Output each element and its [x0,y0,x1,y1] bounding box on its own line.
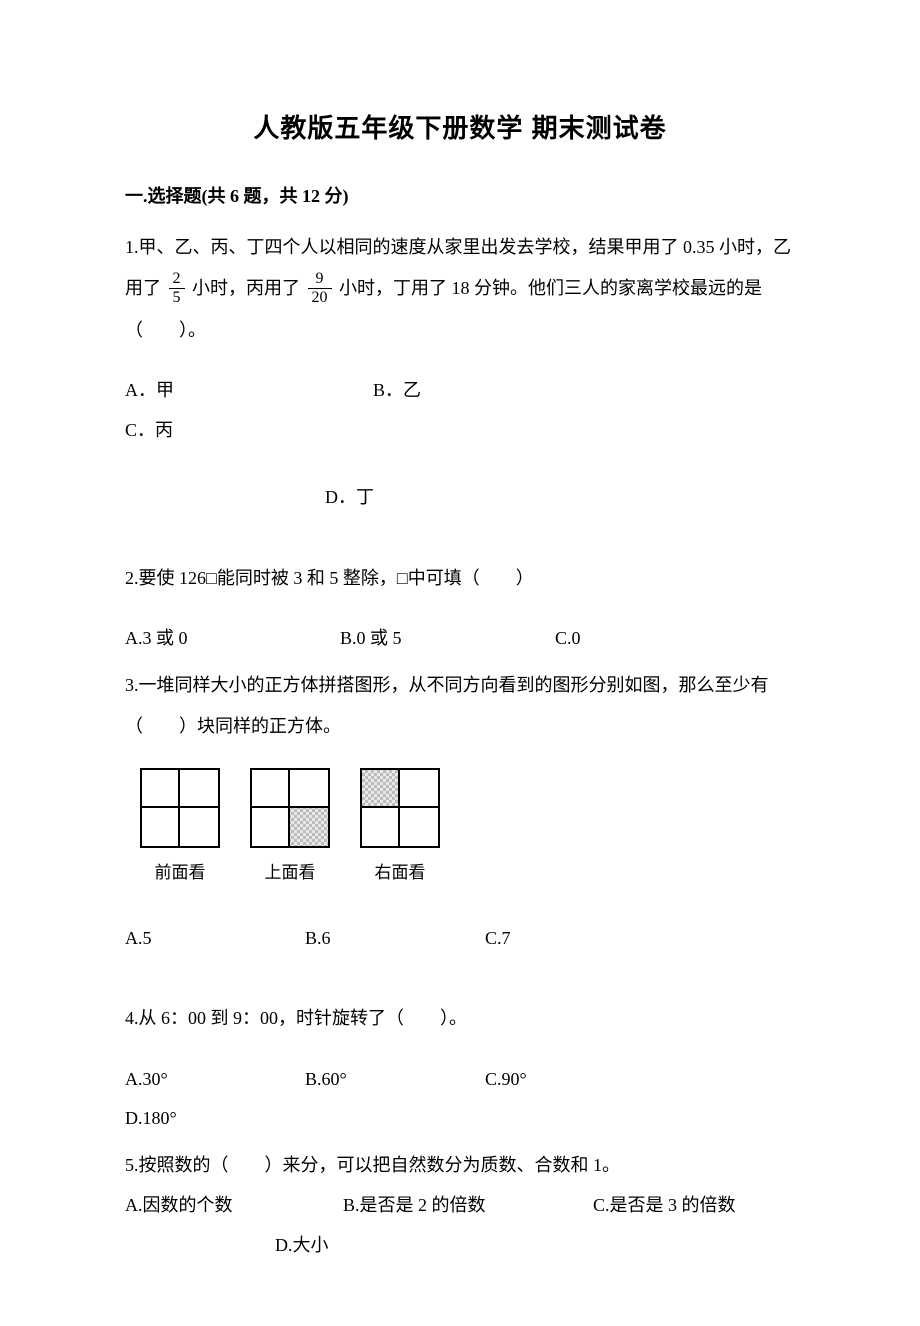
frac-den: 20 [308,288,332,307]
question-3-body: 3.一堆同样大小的正方体拼搭图形，从不同方向看到的图形分别如图，那么至少有（ ）… [125,665,795,748]
option-c: C.是否是 3 的倍数 [593,1186,793,1226]
q4-options: A.30° B.60° C.90° D.180° [125,1060,795,1139]
fraction-9-20: 9 20 [308,270,332,306]
top-label: 上面看 [250,854,330,891]
front-label: 前面看 [140,854,220,891]
cell [140,806,180,848]
q1-options-row1: A．甲 B．乙 C．丙 [125,371,795,450]
cell [250,806,290,848]
doc-title: 人教版五年级下册数学 期末测试卷 [125,100,795,157]
cell [178,768,220,808]
option-b: B.是否是 2 的倍数 [343,1186,593,1226]
front-grid [140,768,220,848]
frac-den: 5 [169,288,185,307]
option-c: C.7 [485,919,665,959]
view-top: 上面看 [250,768,330,891]
option-d: D．丁 [325,478,795,518]
q5-options: A.因数的个数 B.是否是 2 的倍数 C.是否是 3 的倍数 D.大小 [125,1186,795,1265]
question-4: 4.从 6：00 到 9：00，时针旋转了（ ）。 A.30° B.60° C.… [125,998,795,1139]
question-3: 3.一堆同样大小的正方体拼搭图形，从不同方向看到的图形分别如图，那么至少有（ ）… [125,665,795,959]
option-a: A．甲 [125,371,373,411]
frac-num: 2 [169,270,185,288]
cell [178,806,220,848]
option-b: B.6 [305,919,485,959]
option-a: A.因数的个数 [125,1186,343,1226]
cell-shaded [288,806,330,848]
fraction-2-5: 2 5 [169,270,185,306]
option-a: A.30° [125,1060,305,1100]
question-2: 2.要使 126□能同时被 3 和 5 整除，□中可填（ ） A.3 或 0 B… [125,558,795,659]
option-b: B．乙 [373,371,621,411]
option-a: A.3 或 0 [125,619,340,659]
option-d: D.180° [125,1099,305,1139]
cell [140,768,180,808]
cell [398,768,440,808]
cell [398,806,440,848]
question-5-body: 5.按照数的（ ）来分，可以把自然数分为质数、合数和 1。 [125,1145,795,1186]
q1-options-row2: D．丁 [325,478,795,518]
view-front: 前面看 [140,768,220,891]
cell [360,806,400,848]
option-b: B.0 或 5 [340,619,555,659]
option-c: C.0 [555,619,770,659]
cell [250,768,290,808]
option-a: A.5 [125,919,305,959]
question-1-body: 1.甲、乙、丙、丁四个人以相同的速度从家里出发去学校，结果甲用了 0.35 小时… [125,227,795,351]
question-4-body: 4.从 6：00 到 9：00，时针旋转了（ ）。 [125,998,795,1039]
option-b: B.60° [305,1060,485,1100]
q3-options: A.5 B.6 C.7 [125,919,795,959]
frac-num: 9 [308,270,332,288]
cell-shaded [360,768,400,808]
option-c: C.90° [485,1060,665,1100]
q1-text-2: 小时，丙用了 [192,278,300,298]
right-grid [360,768,440,848]
question-1: 1.甲、乙、丙、丁四个人以相同的速度从家里出发去学校，结果甲用了 0.35 小时… [125,227,795,518]
view-right: 右面看 [360,768,440,891]
top-grid [250,768,330,848]
right-label: 右面看 [360,854,440,891]
question-5: 5.按照数的（ ）来分，可以把自然数分为质数、合数和 1。 A.因数的个数 B.… [125,1145,795,1266]
cell [288,768,330,808]
q2-options: A.3 或 0 B.0 或 5 C.0 [125,619,795,659]
option-c: C．丙 [125,411,373,451]
cube-views-row: 前面看 上面看 右面看 [140,768,795,891]
question-2-body: 2.要使 126□能同时被 3 和 5 整除，□中可填（ ） [125,558,795,599]
option-d: D.大小 [275,1226,795,1266]
section-title: 一.选择题(共 6 题，共 12 分) [125,177,795,217]
